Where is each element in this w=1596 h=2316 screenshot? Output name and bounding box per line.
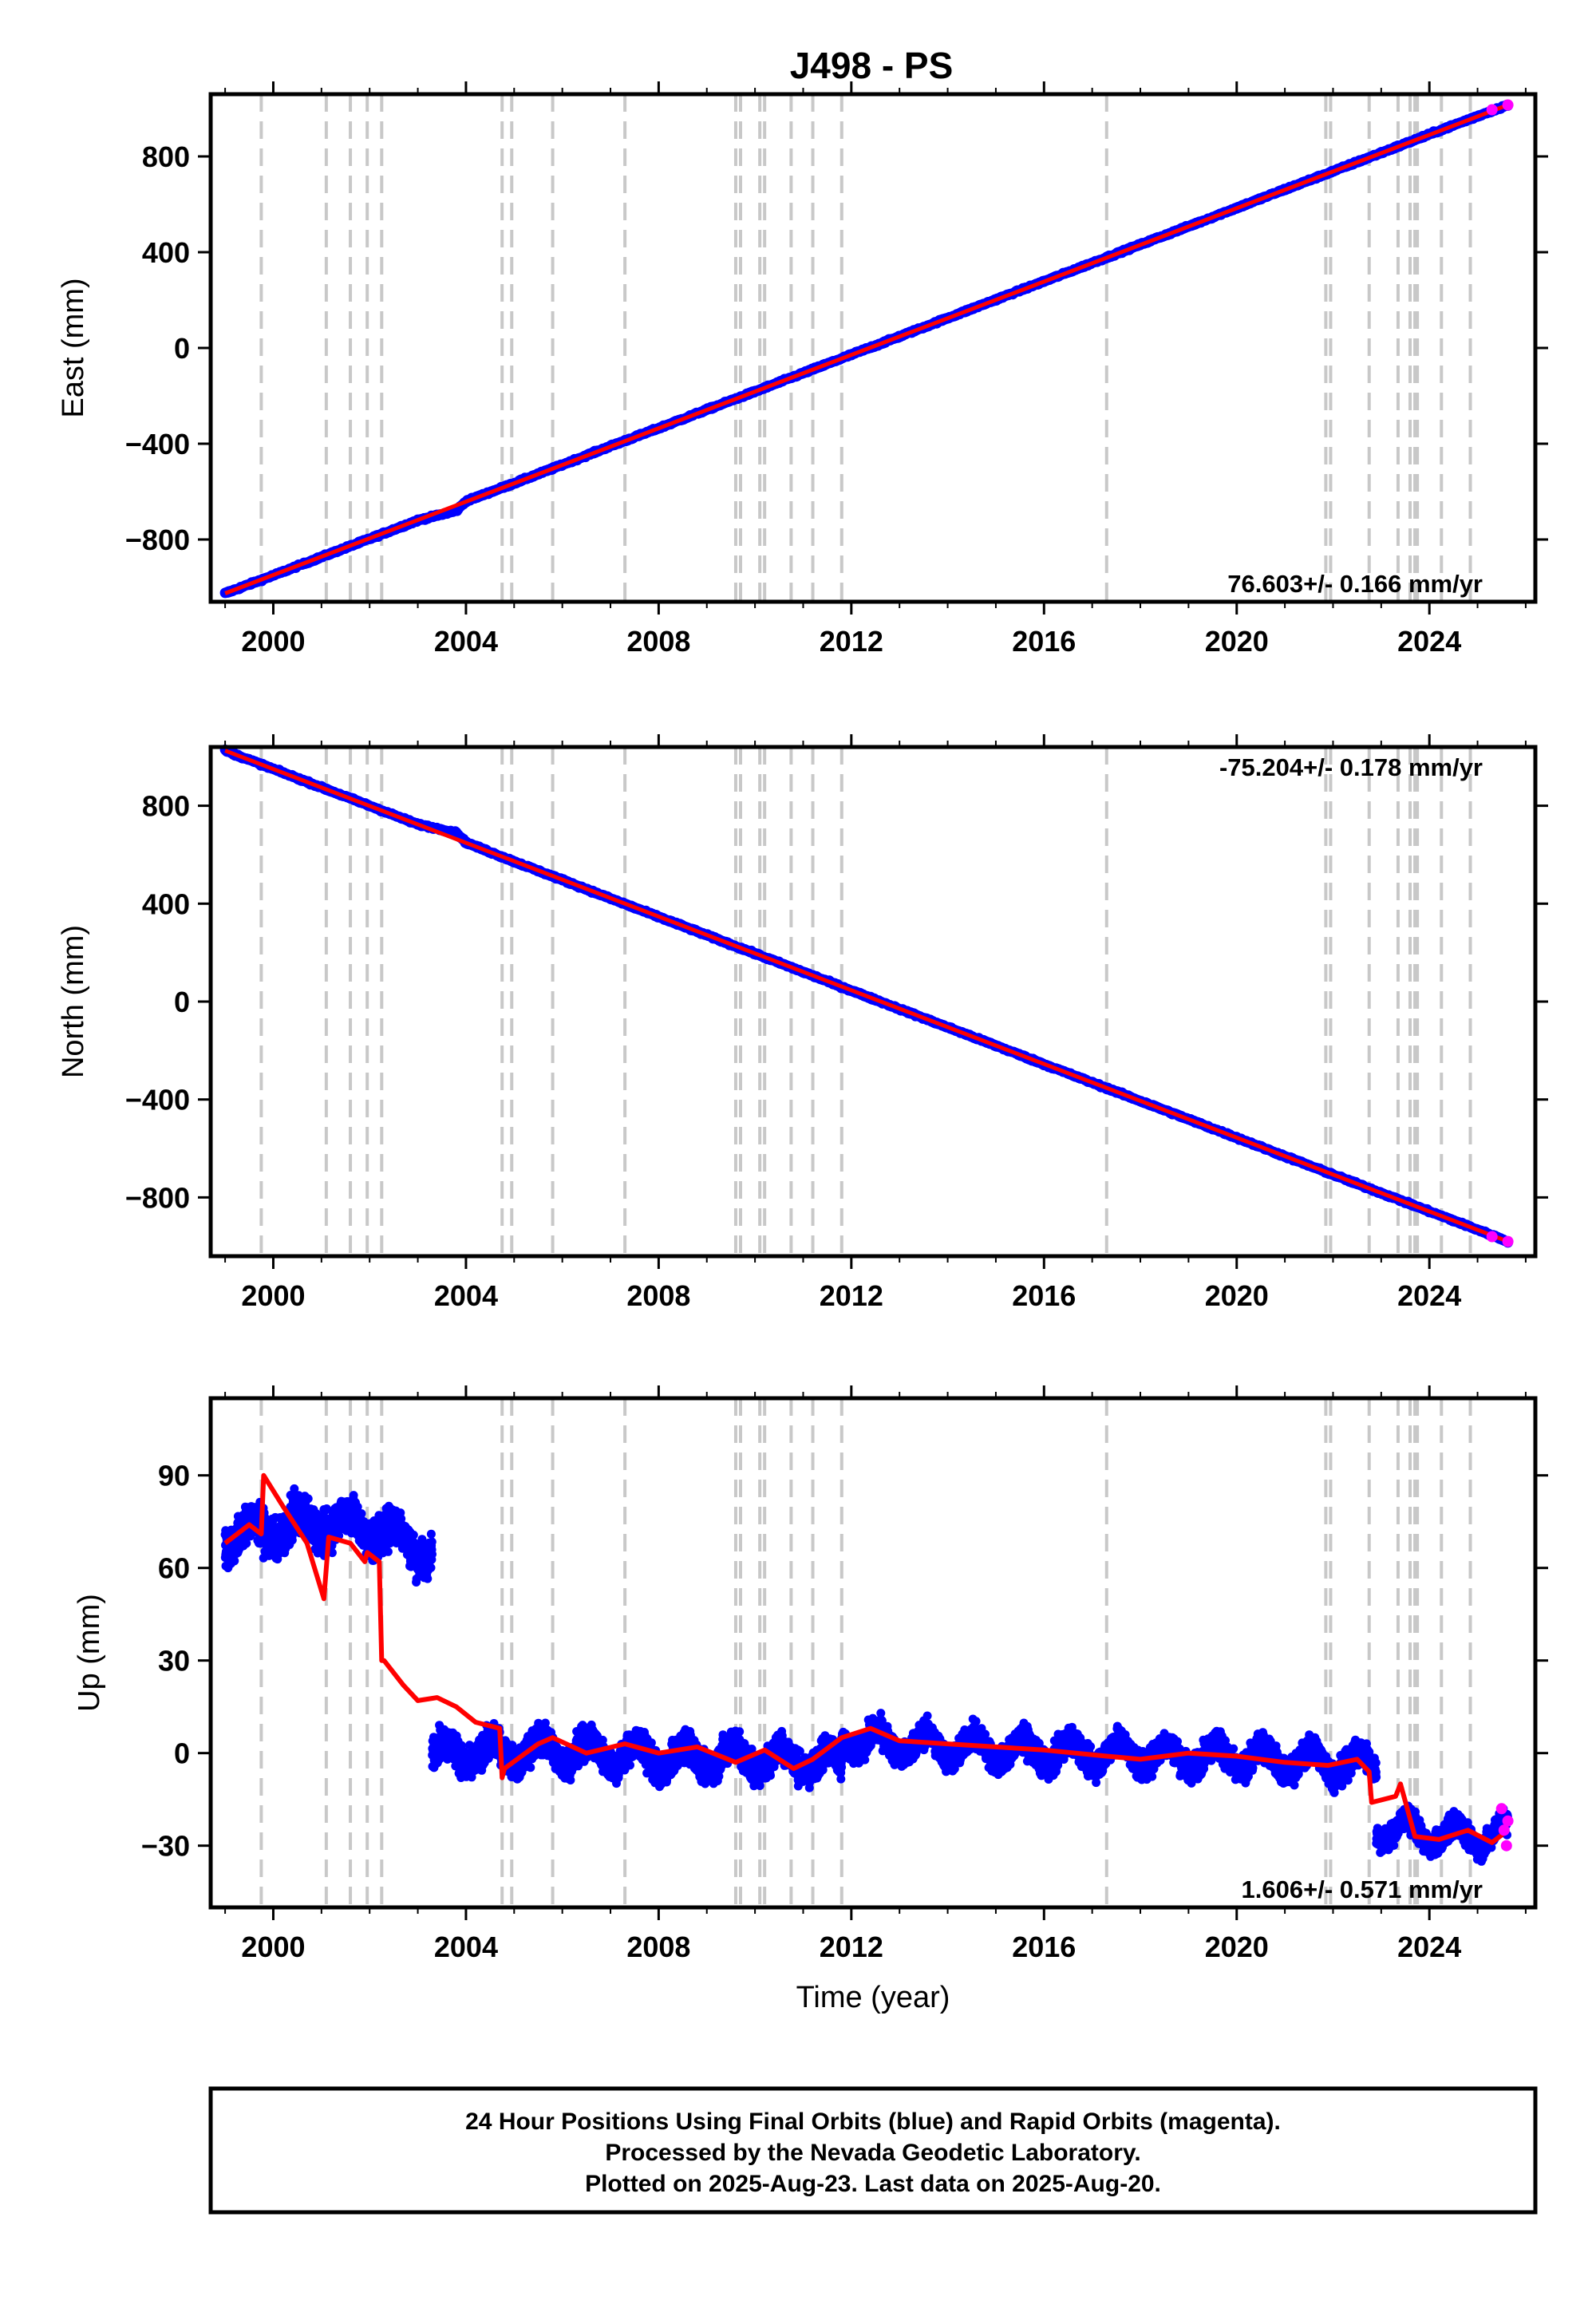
north-x-tick-label: 2020 — [1205, 1279, 1269, 1312]
up-final-orbit-point — [384, 1547, 393, 1556]
chart-title: J498 - PS — [790, 45, 954, 86]
east-y-tick-label: −400 — [125, 428, 190, 460]
up-final-orbit-point — [423, 1575, 432, 1583]
east-model-line — [225, 105, 1508, 594]
north-rapid-orbit-point — [1503, 1236, 1514, 1247]
east-panel: 2000 2004 2008 2012 2016 2020 2024 −800 −400 0 400… — [57, 81, 1548, 658]
north-x-tick-label: 2004 — [434, 1279, 498, 1312]
up-final-orbit-point — [288, 1535, 297, 1544]
north-y-tick-label: 800 — [142, 790, 190, 823]
east-y-tick-label: −800 — [125, 524, 190, 556]
north-model-line — [225, 751, 1508, 1242]
east-y-tick-label: 400 — [142, 236, 190, 269]
north-x-tick-label: 2000 — [241, 1279, 305, 1312]
east-x-tick-label: 2012 — [820, 625, 883, 658]
north-x-tick-label: 2008 — [626, 1279, 690, 1312]
east-y-tick-label: 800 — [142, 140, 190, 173]
north-x-tick-label: 2016 — [1012, 1279, 1076, 1312]
east-x-tick-label: 2024 — [1397, 625, 1461, 658]
east-x-tick-label: 2000 — [241, 625, 305, 658]
north-x-tick-label: 2024 — [1397, 1279, 1461, 1312]
north-panel: 2000 2004 2008 2012 2016 2020 2024 −800 −400 0 400… — [57, 734, 1548, 1312]
up-final-orbit-point — [230, 1556, 239, 1565]
east-y-axis-label: East (mm) — [57, 278, 90, 417]
up-final-orbit-point — [427, 1563, 436, 1572]
north-rapid-orbit-point — [1487, 1231, 1498, 1243]
east-x-tick-label: 2020 — [1205, 625, 1269, 658]
up-final-orbit-point — [428, 1538, 437, 1547]
north-x-tick-label: 2012 — [820, 1279, 883, 1312]
up-final-orbit-point — [427, 1530, 436, 1539]
north-y-axis-label: North (mm) — [57, 925, 90, 1078]
up-final-orbit-point — [304, 1494, 313, 1503]
up-final-orbit-point — [409, 1531, 418, 1539]
north-y-tick-label: 0 — [174, 986, 190, 1018]
north-rate-label: -75.204+/- 0.178 mm/yr — [1219, 753, 1483, 781]
east-x-tick-label: 2008 — [626, 625, 690, 658]
east-x-tick-label: 2004 — [434, 625, 498, 658]
up-final-orbit-point — [428, 1550, 437, 1559]
north-y-tick-label: −800 — [125, 1181, 190, 1214]
north-y-tick-label: 400 — [142, 887, 190, 920]
east-rapid-orbit-point — [1503, 100, 1514, 111]
east-rapid-orbit-point — [1487, 105, 1498, 116]
east-rate-label: 76.603+/- 0.166 mm/yr — [1227, 570, 1483, 598]
east-y-tick-label: 0 — [174, 332, 190, 365]
north-y-tick-label: −400 — [125, 1084, 190, 1117]
east-x-tick-label: 2016 — [1012, 625, 1076, 658]
